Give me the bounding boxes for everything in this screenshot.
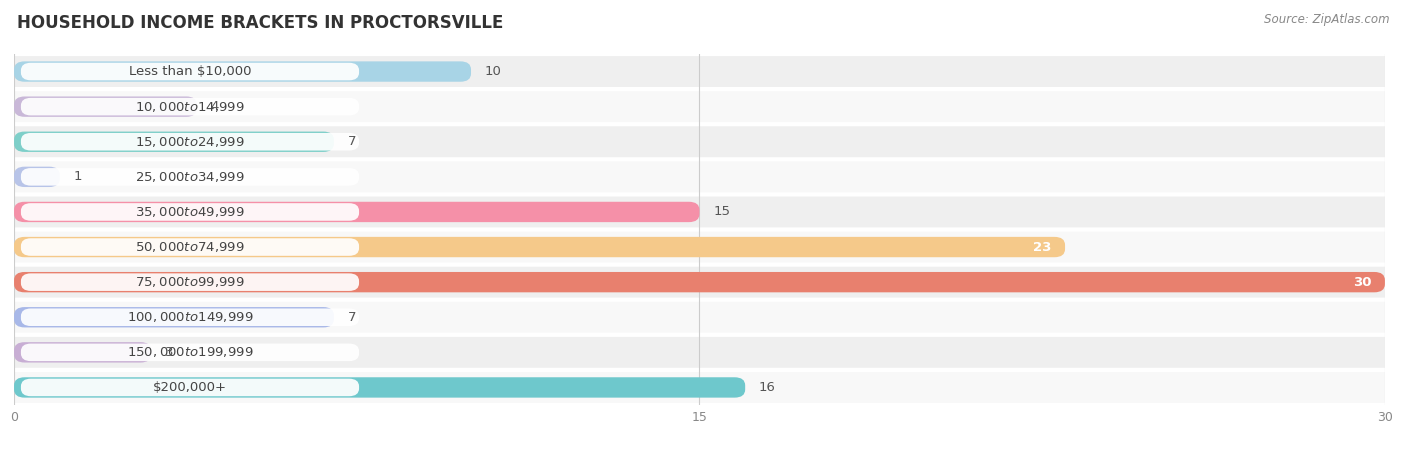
FancyBboxPatch shape (14, 267, 1385, 297)
Text: $10,000 to $14,999: $10,000 to $14,999 (135, 99, 245, 114)
Text: 23: 23 (1033, 241, 1052, 253)
FancyBboxPatch shape (14, 302, 1385, 333)
Text: $25,000 to $34,999: $25,000 to $34,999 (135, 170, 245, 184)
FancyBboxPatch shape (21, 378, 359, 396)
FancyBboxPatch shape (14, 126, 1385, 157)
FancyBboxPatch shape (21, 344, 359, 361)
FancyBboxPatch shape (21, 168, 359, 185)
FancyBboxPatch shape (21, 203, 359, 220)
FancyBboxPatch shape (14, 307, 335, 328)
FancyBboxPatch shape (21, 63, 359, 80)
FancyBboxPatch shape (14, 202, 700, 222)
Text: $35,000 to $49,999: $35,000 to $49,999 (135, 205, 245, 219)
FancyBboxPatch shape (21, 273, 359, 291)
FancyBboxPatch shape (14, 162, 1385, 192)
Text: 10: 10 (485, 65, 502, 78)
FancyBboxPatch shape (21, 309, 359, 326)
Text: 16: 16 (759, 381, 776, 394)
FancyBboxPatch shape (14, 61, 471, 82)
FancyBboxPatch shape (14, 372, 1385, 403)
Text: $75,000 to $99,999: $75,000 to $99,999 (135, 275, 245, 289)
Text: Source: ZipAtlas.com: Source: ZipAtlas.com (1264, 14, 1389, 27)
FancyBboxPatch shape (14, 197, 1385, 227)
FancyBboxPatch shape (14, 91, 1385, 122)
FancyBboxPatch shape (14, 272, 1385, 292)
Text: 30: 30 (1353, 276, 1371, 288)
FancyBboxPatch shape (14, 377, 745, 398)
FancyBboxPatch shape (14, 131, 335, 152)
FancyBboxPatch shape (21, 238, 359, 256)
FancyBboxPatch shape (14, 232, 1385, 262)
Text: $15,000 to $24,999: $15,000 to $24,999 (135, 135, 245, 149)
Text: 1: 1 (73, 171, 82, 183)
Text: $200,000+: $200,000+ (153, 381, 226, 394)
FancyBboxPatch shape (14, 96, 197, 117)
Text: 15: 15 (713, 206, 730, 218)
Text: $150,000 to $199,999: $150,000 to $199,999 (127, 345, 253, 360)
FancyBboxPatch shape (14, 166, 60, 187)
Text: 7: 7 (347, 135, 356, 148)
Text: $50,000 to $74,999: $50,000 to $74,999 (135, 240, 245, 254)
FancyBboxPatch shape (21, 133, 359, 150)
FancyBboxPatch shape (14, 342, 152, 363)
FancyBboxPatch shape (21, 98, 359, 115)
FancyBboxPatch shape (14, 56, 1385, 87)
Text: 4: 4 (211, 100, 219, 113)
Text: 3: 3 (165, 346, 173, 359)
Text: $100,000 to $149,999: $100,000 to $149,999 (127, 310, 253, 324)
Text: HOUSEHOLD INCOME BRACKETS IN PROCTORSVILLE: HOUSEHOLD INCOME BRACKETS IN PROCTORSVIL… (17, 14, 503, 32)
Text: Less than $10,000: Less than $10,000 (129, 65, 252, 78)
FancyBboxPatch shape (14, 337, 1385, 368)
FancyBboxPatch shape (14, 237, 1066, 257)
Text: 7: 7 (347, 311, 356, 324)
